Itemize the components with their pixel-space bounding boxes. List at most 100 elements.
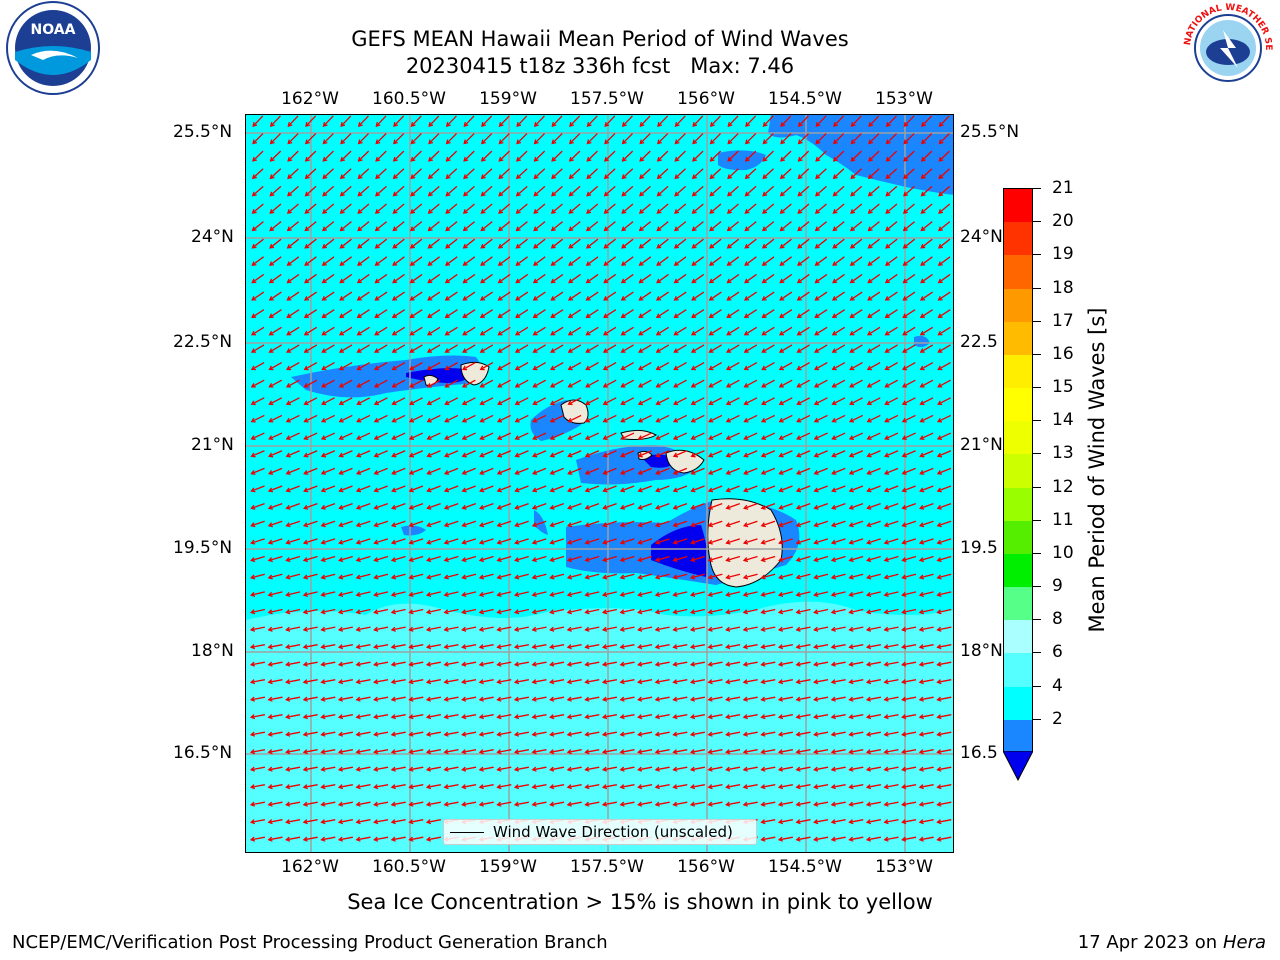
wave-direction-arrow [902,467,916,475]
wave-direction-arrow [849,432,864,440]
wave-direction-arrowhead [285,714,291,720]
wave-direction-arrow [393,133,405,144]
wave-direction-arrowhead [691,209,697,214]
wave-direction-arrow [726,714,741,718]
wave-direction-arrow [358,168,370,179]
wave-direction-arrow [304,379,318,388]
map-panel[interactable] [245,114,954,853]
wave-direction-arrowhead [337,661,344,667]
wave-direction-arrow [444,555,459,562]
wave-direction-arrowhead [795,591,801,597]
wave-direction-arrowhead [673,330,679,336]
wave-direction-arrowhead [919,330,925,336]
wave-direction-arrow [655,520,670,527]
wave-direction-arrowhead [390,574,397,580]
wave-direction-arrow [550,731,565,736]
wave-direction-arrowhead [619,766,625,772]
wave-direction-arrowhead [865,679,872,685]
wave-direction-arrow [937,573,952,579]
wave-direction-arrow [497,503,512,509]
wave-direction-arrowhead [920,278,926,284]
wave-direction-arrowhead [865,836,872,842]
wave-direction-arrowhead [725,644,731,650]
wave-direction-arrowhead [462,261,468,266]
wave-direction-arrow [323,115,334,127]
wave-direction-arrowhead [390,679,396,685]
wave-direction-arrowhead [304,278,310,284]
wave-direction-arrow [356,432,371,440]
wave-direction-arrowhead [760,661,766,667]
wave-direction-arrow [322,168,334,179]
wave-direction-arrowhead [708,452,714,458]
wave-direction-arrow [761,414,775,423]
wave-direction-arrow [445,379,459,388]
wave-direction-arrowhead [443,609,449,615]
wave-direction-arrow [868,168,880,179]
wave-direction-arrowhead [619,784,625,790]
wave-direction-arrowhead [514,470,520,475]
lon-label-bottom: 160.5°W [372,857,446,877]
wave-direction-arrow [587,133,598,144]
wave-direction-arrowhead [287,174,293,180]
wave-direction-arrow [797,291,810,301]
wave-direction-arrowhead [883,539,889,545]
wave-direction-arrow [867,256,881,266]
wave-direction-arrowhead [392,226,398,232]
wave-direction-arrowhead [531,539,537,545]
wave-direction-arrow [391,626,406,631]
wave-direction-arrow [444,661,459,666]
wave-direction-arrow [304,326,318,336]
wave-direction-arrowhead [760,749,766,755]
wave-direction-arrowhead [744,209,750,214]
wave-direction-arrowhead [619,504,626,510]
wave-direction-arrowhead [567,487,573,493]
wave-direction-arrowhead [445,156,451,162]
wave-direction-arrowhead [901,644,907,650]
wave-direction-arrowhead [883,731,889,737]
wave-direction-arrow [708,714,723,718]
wave-direction-arrow [286,608,301,614]
wave-direction-arrowhead [637,557,643,563]
wave-direction-arrowhead [690,539,696,545]
wave-direction-arrow [885,309,898,318]
wave-direction-arrowhead [690,348,696,353]
wave-direction-arrowhead [848,801,854,807]
wave-direction-arrowhead [338,435,344,441]
wave-direction-arrow [533,414,547,423]
wave-direction-arrowhead [638,296,644,301]
wave-direction-arrowhead [708,348,714,353]
wave-direction-arrow [251,591,265,596]
wave-direction-arrowhead [249,749,256,755]
wave-direction-arrow [938,326,951,336]
wave-direction-arrow [903,291,916,301]
wave-direction-arrow [797,344,810,353]
wave-direction-arrow [286,591,301,596]
wave-direction-arrow [902,326,916,336]
wave-direction-arrowhead [462,365,468,371]
wave-direction-arrow [427,397,441,405]
wave-direction-arrowhead [496,766,502,772]
wave-direction-arrowhead [813,836,819,842]
wave-direction-arrowhead [252,122,258,127]
wave-direction-arrow [515,591,529,596]
wave-direction-arrowhead [444,365,450,371]
wave-direction-arrow [885,414,899,423]
wave-direction-arrow [745,133,757,144]
wave-direction-arrowhead [478,784,484,790]
wave-direction-arrow [796,608,811,614]
wave-direction-arrowhead [602,330,609,336]
wave-direction-arrowhead [514,435,520,441]
wave-direction-arrow [374,361,388,371]
wave-direction-arrowhead [637,435,643,441]
wave-direction-arrow [796,714,811,718]
wave-direction-arrow [867,344,881,353]
wave-direction-arrowhead [285,539,291,545]
wave-direction-arrow [339,414,353,423]
wave-direction-arrowhead [760,836,766,842]
wave-direction-arrowhead [621,122,627,127]
wave-direction-arrowhead [707,626,713,632]
wave-direction-arrow [867,326,881,336]
wave-direction-arrow [920,397,934,405]
wave-direction-arrow [656,238,669,249]
wave-direction-arrowhead [813,644,819,650]
